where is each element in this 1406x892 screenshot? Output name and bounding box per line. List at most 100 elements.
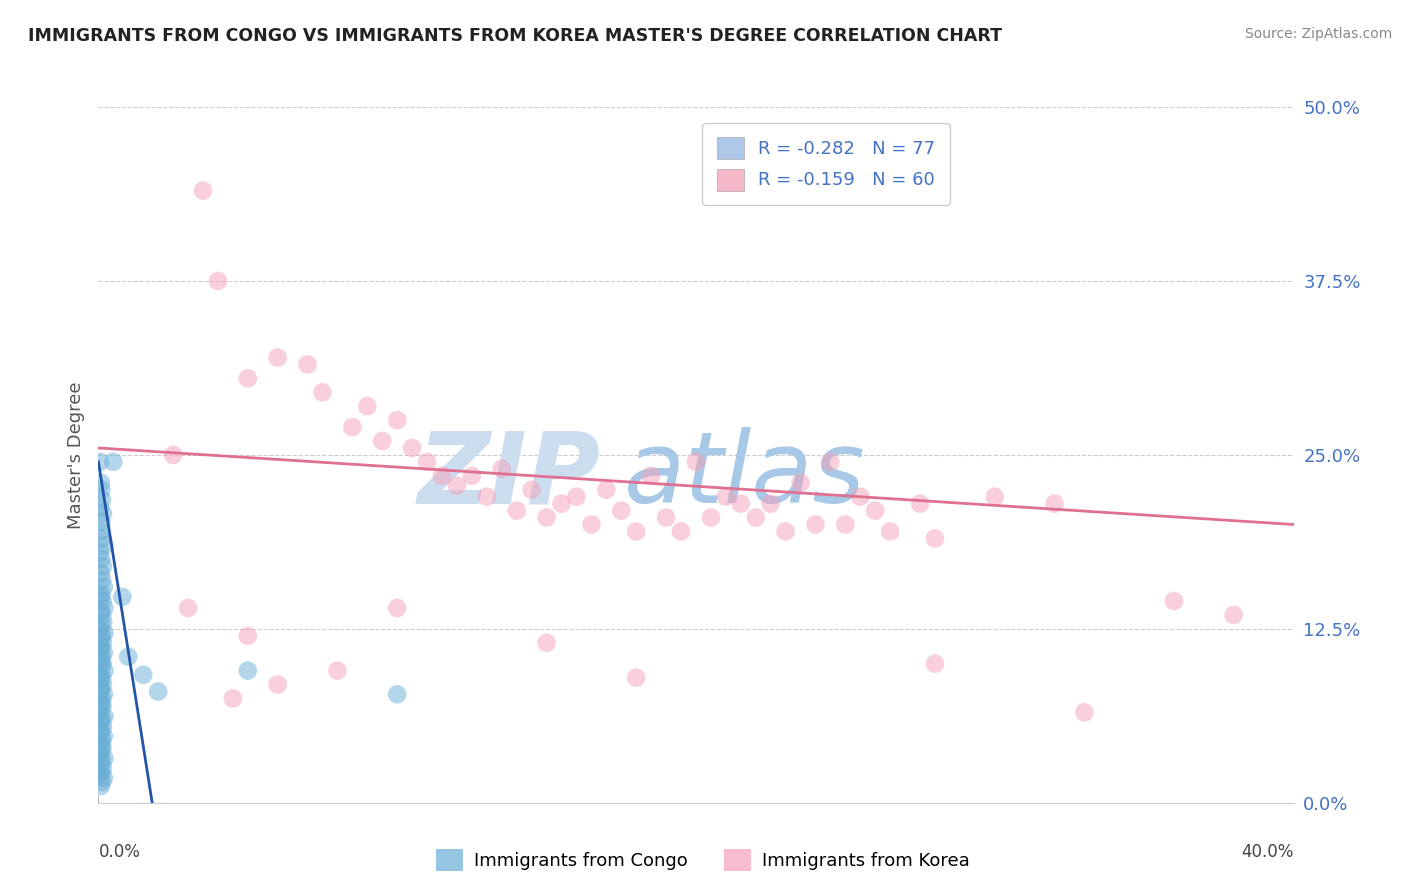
Point (93, 646, 115, 660)
Point (90, 701, 112, 715)
Point (371, 434, 394, 448)
Point (90, 756, 112, 771)
Point (789, 475, 811, 490)
Point (90, 654, 112, 668)
Point (475, 490, 498, 504)
Point (90, 765, 112, 780)
Point (91, 607, 114, 622)
Point (222, 691, 245, 706)
Point (700, 510, 723, 524)
Legend: R = -0.282   N = 77, R = -0.159   N = 60: R = -0.282 N = 77, R = -0.159 N = 60 (703, 123, 950, 205)
Point (610, 503, 633, 517)
Point (90, 632, 112, 646)
Point (89, 684, 111, 698)
Y-axis label: Master's Degree: Master's Degree (66, 381, 84, 529)
Point (90, 483, 112, 497)
Point (267, 351, 290, 365)
Point (90, 779, 112, 793)
Point (342, 420, 364, 434)
Point (90, 475, 112, 490)
Point (90, 696, 112, 710)
Point (90, 681, 112, 696)
Point (111, 590, 134, 604)
Point (536, 636, 558, 650)
Point (236, 664, 259, 678)
Point (93, 580, 115, 594)
Point (924, 657, 946, 671)
Point (90, 552, 112, 566)
Point (446, 478, 468, 492)
Point (93, 601, 115, 615)
Point (385, 687, 409, 701)
Point (1223, 607, 1246, 622)
Point (90, 604, 112, 618)
Point (90, 515, 112, 529)
Point (91, 636, 114, 650)
Point (669, 524, 692, 539)
Point (804, 517, 827, 532)
Point (90, 673, 112, 688)
Point (89, 455, 111, 469)
Point (89, 768, 111, 782)
Point (550, 497, 572, 511)
Text: 0.0%: 0.0% (98, 843, 141, 861)
Point (401, 441, 423, 455)
Point (626, 671, 648, 685)
Point (865, 503, 887, 517)
Point (91, 740, 114, 755)
Point (191, 184, 214, 198)
Text: IMMIGRANTS FROM CONGO VS IMMIGRANTS FROM KOREA MASTER'S DEGREE CORRELATION CHART: IMMIGRANTS FROM CONGO VS IMMIGRANTS FROM… (28, 27, 1002, 45)
Point (90, 566, 112, 581)
Point (89, 500, 111, 515)
Point (90, 524, 112, 539)
Point (236, 371, 259, 385)
Point (1073, 706, 1095, 720)
Point (93, 664, 115, 678)
Point (775, 524, 797, 539)
Point (162, 448, 184, 462)
Point (924, 532, 946, 546)
Point (416, 455, 439, 469)
Text: ZIP: ZIP (418, 427, 600, 524)
Legend: Immigrants from Congo, Immigrants from Korea: Immigrants from Congo, Immigrants from K… (429, 842, 977, 879)
Point (565, 490, 588, 504)
Point (714, 490, 737, 504)
Point (91, 594, 114, 608)
Point (91, 761, 114, 775)
Point (207, 274, 229, 288)
Point (984, 490, 1007, 504)
Point (89, 747, 111, 761)
Point (430, 468, 453, 483)
Point (356, 399, 378, 413)
Point (91, 532, 114, 546)
Point (93, 771, 115, 785)
Point (91, 712, 114, 726)
Point (91, 629, 114, 643)
Point (655, 510, 678, 524)
Point (626, 524, 648, 539)
Point (93, 538, 115, 552)
Point (879, 524, 901, 539)
Point (506, 503, 529, 517)
Point (90, 640, 112, 654)
Point (89, 667, 111, 681)
Point (90, 723, 112, 738)
Point (132, 667, 155, 681)
Point (91, 507, 114, 521)
Point (581, 517, 603, 532)
Point (93, 709, 115, 723)
Point (1043, 497, 1066, 511)
Point (91, 733, 114, 747)
Point (93, 729, 115, 743)
Point (89, 622, 111, 636)
Point (90, 587, 112, 601)
Point (267, 677, 290, 691)
Point (90, 617, 112, 632)
Point (89, 706, 111, 720)
Point (745, 510, 768, 524)
Point (520, 483, 543, 497)
Point (595, 483, 617, 497)
Point (236, 629, 259, 643)
Point (90, 659, 112, 673)
Point (759, 497, 782, 511)
